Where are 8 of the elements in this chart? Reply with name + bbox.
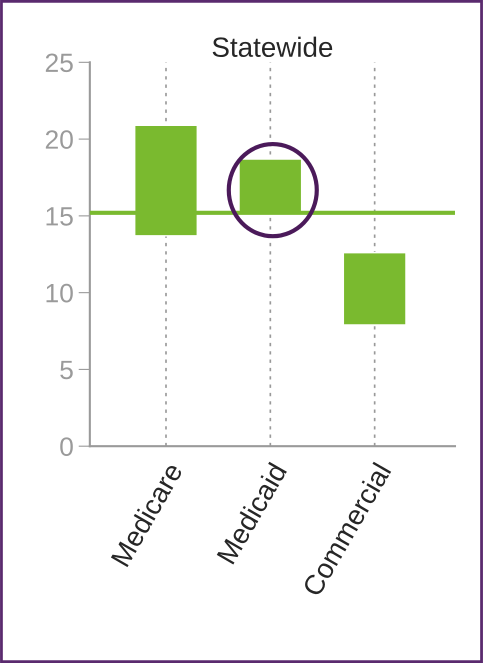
bar [342,252,407,326]
y-tick-label: 5 [60,360,73,380]
y-tick-label: 25 [46,53,73,72]
y-tick-label: 15 [46,207,73,226]
y-tick-label: 0 [60,437,73,456]
y-tick-label: 20 [46,130,73,149]
chart-title: Statewide [212,36,332,58]
y-tick-label: 10 [46,284,73,302]
